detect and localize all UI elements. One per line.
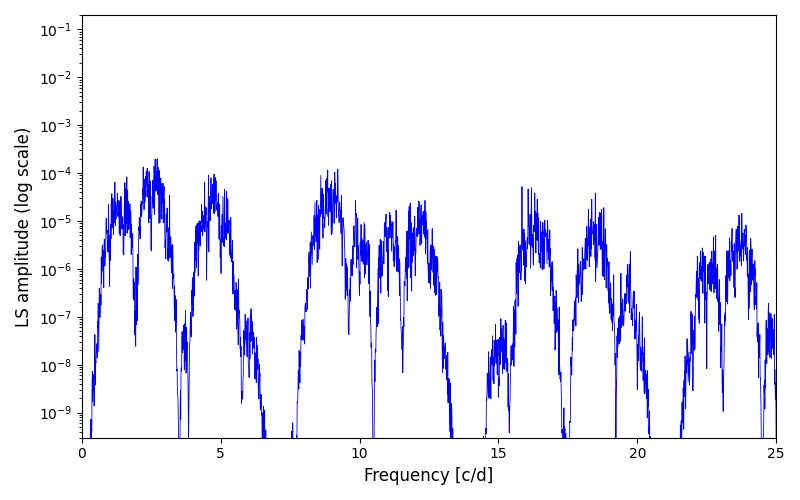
X-axis label: Frequency [c/d]: Frequency [c/d] (364, 467, 494, 485)
Y-axis label: LS amplitude (log scale): LS amplitude (log scale) (15, 126, 33, 326)
